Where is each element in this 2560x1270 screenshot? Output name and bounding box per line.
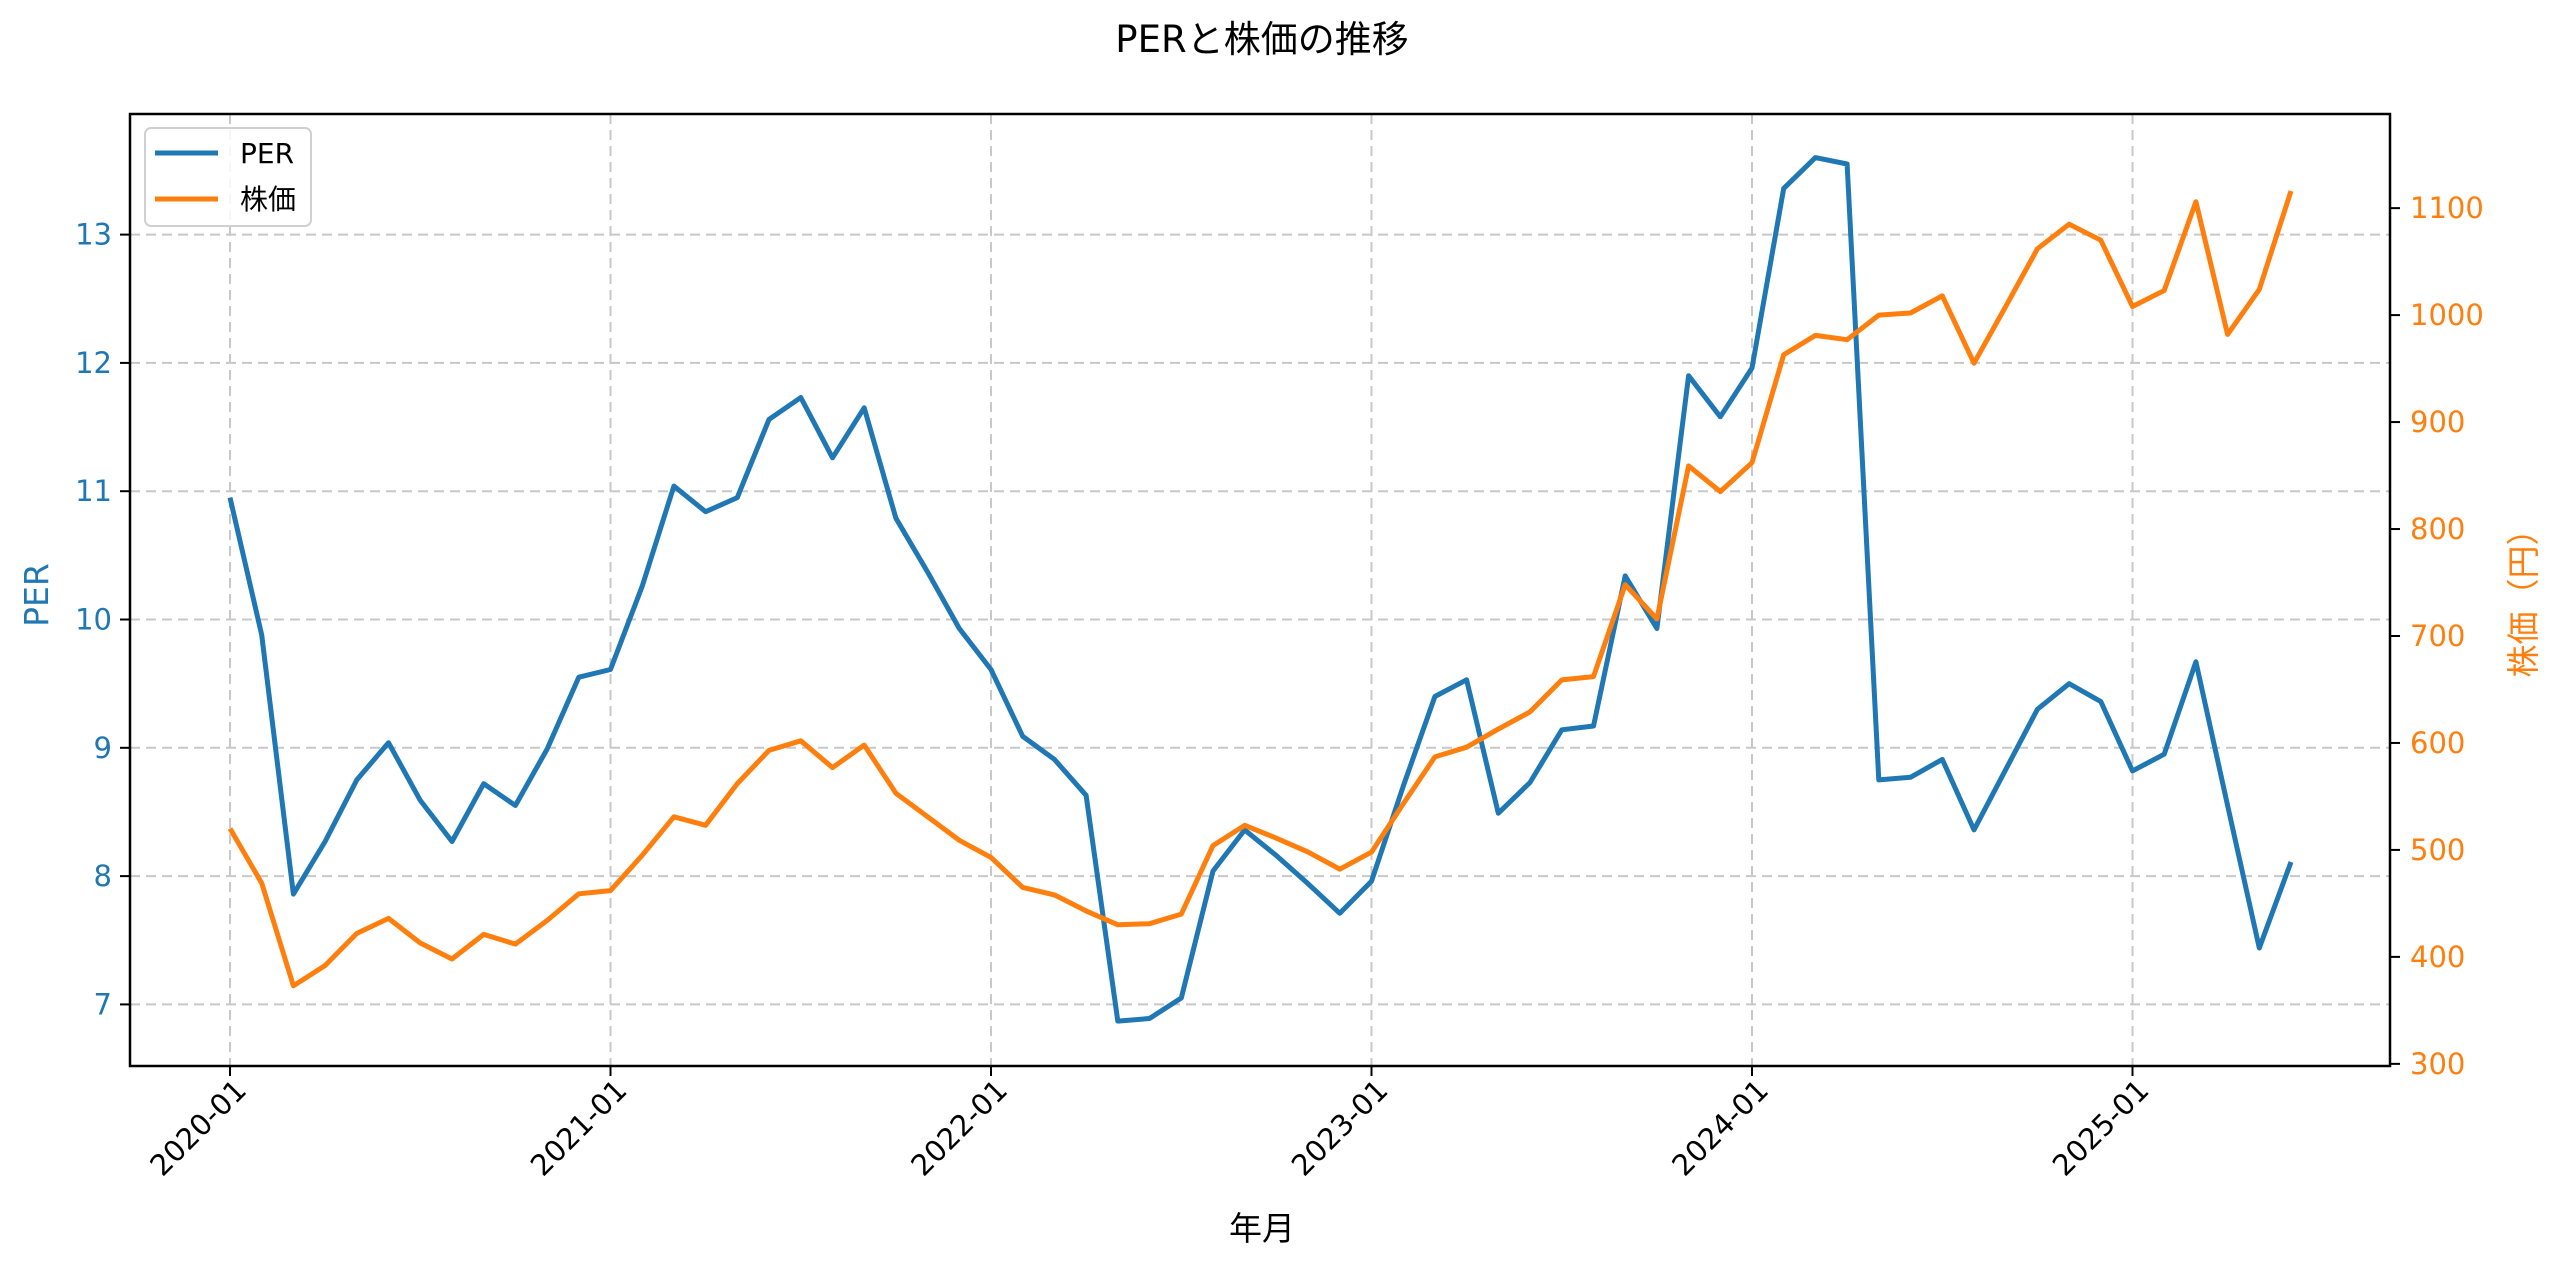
y-axis-left-label: PER [17,563,56,627]
grid-lines [130,114,2390,1066]
y-left-tick-label: 10 [75,603,112,637]
y-left-tick-label: 12 [75,346,112,380]
per-line [227,155,2294,1024]
x-axis-label: 年月 [1229,1209,1295,1248]
y-left-tick-label: 11 [75,474,112,508]
y-axis-right-ticks: 300 400 500 600 700 800 900 1000 1100 [2390,191,2484,1081]
x-tick-label: 2020-01 [143,1073,253,1183]
legend-label-per: PER [240,137,294,170]
y-left-tick-label: 7 [94,987,112,1021]
y-right-tick-label: 900 [2410,405,2465,439]
x-tick-label: 2022-01 [904,1073,1014,1183]
legend: PER 株価 [144,127,312,227]
y-left-tick-label: 8 [94,859,112,893]
y-right-tick-label: 1100 [2410,191,2484,225]
y-axis-right-label: 株価（円） [2504,513,2543,678]
plot-frame [128,112,2392,1068]
x-tick-label: 2025-01 [2046,1073,2156,1183]
x-axis-ticks: 2020-01 2021-01 2022-01 2023-01 2024-01 2025-… [143,1066,2155,1183]
y-right-tick-label: 800 [2410,512,2465,546]
y-left-tick-label: 13 [75,218,112,252]
price-line [227,190,2294,989]
y-axis-left-ticks: 7 8 9 10 11 12 13 [75,218,130,1021]
y-right-tick-label: 700 [2410,619,2465,653]
x-tick-label: 2021-01 [524,1073,634,1183]
legend-label-price: 株価 [240,183,296,216]
x-tick-label: 2024-01 [1665,1073,1775,1183]
x-tick-label: 2023-01 [1285,1073,1395,1183]
y-right-tick-label: 400 [2410,940,2465,974]
chart-title: PERと株価の推移 [1115,18,1408,61]
y-right-tick-label: 600 [2410,726,2465,760]
y-right-tick-label: 1000 [2410,298,2484,332]
y-right-tick-label: 500 [2410,833,2465,867]
y-right-tick-label: 300 [2410,1047,2465,1081]
plot-lines [227,155,2294,1024]
y-left-tick-label: 9 [94,731,112,765]
